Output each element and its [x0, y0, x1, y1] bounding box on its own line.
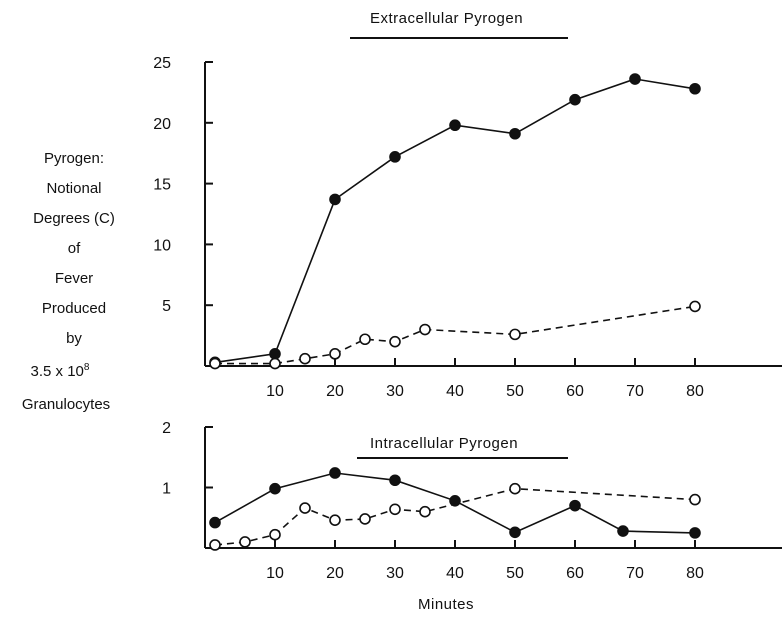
data-point-extracellular-filled [329, 193, 341, 206]
x-tick-label-extracellular: 50 [506, 383, 524, 400]
y-tick-label-intracellular: 2 [162, 420, 171, 437]
x-tick-label-extracellular: 20 [326, 383, 344, 400]
data-point-extracellular-open [509, 328, 521, 341]
x-tick-label-extracellular: 30 [386, 383, 404, 400]
x-tick-label-intracellular: 30 [386, 565, 404, 582]
data-point-intracellular-open [689, 493, 701, 506]
data-point-intracellular-filled [389, 474, 401, 487]
x-tick-label-intracellular: 10 [266, 565, 284, 582]
series-line-intracellular-open [214, 487, 696, 546]
y-label-line: of [67, 240, 81, 257]
x-tick-label-intracellular: 50 [506, 565, 524, 582]
chart-title-extracellular: Extracellular Pyrogen [370, 10, 524, 27]
y-label-exponent: 8 [83, 362, 90, 373]
x-tick-label-intracellular: 20 [326, 565, 344, 582]
data-point-extracellular-open [359, 333, 371, 346]
data-point-intracellular-open [239, 536, 251, 548]
y-tick-label-extracellular: 5 [162, 298, 171, 315]
y-label-line: Notional [46, 180, 102, 197]
x-tick-label-extracellular: 80 [686, 383, 704, 400]
data-point-extracellular-open [299, 352, 311, 365]
data-point-intracellular-open [419, 505, 431, 518]
data-point-intracellular-open [299, 502, 311, 514]
x-tick-label-intracellular: 60 [566, 565, 584, 582]
data-point-intracellular-open [209, 539, 221, 551]
x-tick-label-extracellular: 60 [566, 383, 584, 400]
series-line-extracellular-open [215, 305, 696, 365]
data-point-intracellular-filled [209, 516, 221, 529]
x-axis-label: Minutes [418, 596, 475, 613]
data-point-intracellular-open [269, 528, 281, 541]
data-point-extracellular-open [389, 335, 401, 348]
data-point-extracellular-open [329, 348, 341, 360]
data-point-intracellular-open [509, 482, 521, 495]
data-point-intracellular-filled [269, 482, 281, 495]
data-point-extracellular-filled [689, 82, 701, 95]
data-point-extracellular-open [419, 323, 431, 336]
data-point-extracellular-open [209, 357, 221, 370]
data-point-extracellular-open [689, 300, 701, 313]
data-point-extracellular-filled [389, 151, 401, 163]
y-tick-label-extracellular: 25 [153, 55, 171, 72]
y-label-line: Fever [54, 270, 94, 287]
data-point-extracellular-filled [629, 73, 641, 85]
y-label-line: Pyrogen: [43, 150, 105, 167]
data-point-intracellular-filled [569, 499, 581, 512]
x-tick-label-intracellular: 40 [446, 565, 464, 582]
x-tick-label-intracellular: 80 [686, 565, 704, 582]
data-point-extracellular-filled [509, 127, 521, 140]
y-label-line: Granulocytes [21, 396, 111, 413]
y-tick-label-extracellular: 10 [153, 237, 171, 254]
x-tick-label-extracellular: 70 [626, 383, 644, 400]
x-tick-label-intracellular: 70 [626, 565, 644, 582]
data-point-intracellular-filled [509, 526, 521, 539]
y-tick-label-extracellular: 20 [153, 116, 171, 133]
x-tick-label-extracellular: 40 [446, 383, 464, 400]
data-point-extracellular-open [269, 357, 281, 370]
y-tick-label-extracellular: 15 [153, 177, 171, 194]
y-label-base: 3.5 x 10 [30, 363, 84, 380]
y-label-line: 3.5 x 108 [14, 362, 106, 380]
data-point-intracellular-open [329, 514, 341, 526]
y-label-line: Produced [41, 300, 107, 317]
data-point-intracellular-open [359, 513, 371, 525]
data-point-intracellular-filled [329, 467, 341, 479]
data-point-intracellular-filled [689, 527, 701, 539]
data-point-intracellular-open [389, 503, 401, 516]
data-point-intracellular-filled [617, 525, 629, 537]
data-point-extracellular-filled [449, 119, 461, 132]
x-tick-label-extracellular: 10 [266, 383, 284, 400]
y-label-line: Degrees (C) [33, 210, 115, 227]
data-point-extracellular-filled [569, 93, 581, 106]
y-label-line: by [66, 330, 82, 347]
data-point-extracellular-filled [269, 348, 281, 360]
chart-title-intracellular: Intracellular Pyrogen [370, 435, 519, 452]
y-tick-label-intracellular: 1 [162, 481, 171, 498]
